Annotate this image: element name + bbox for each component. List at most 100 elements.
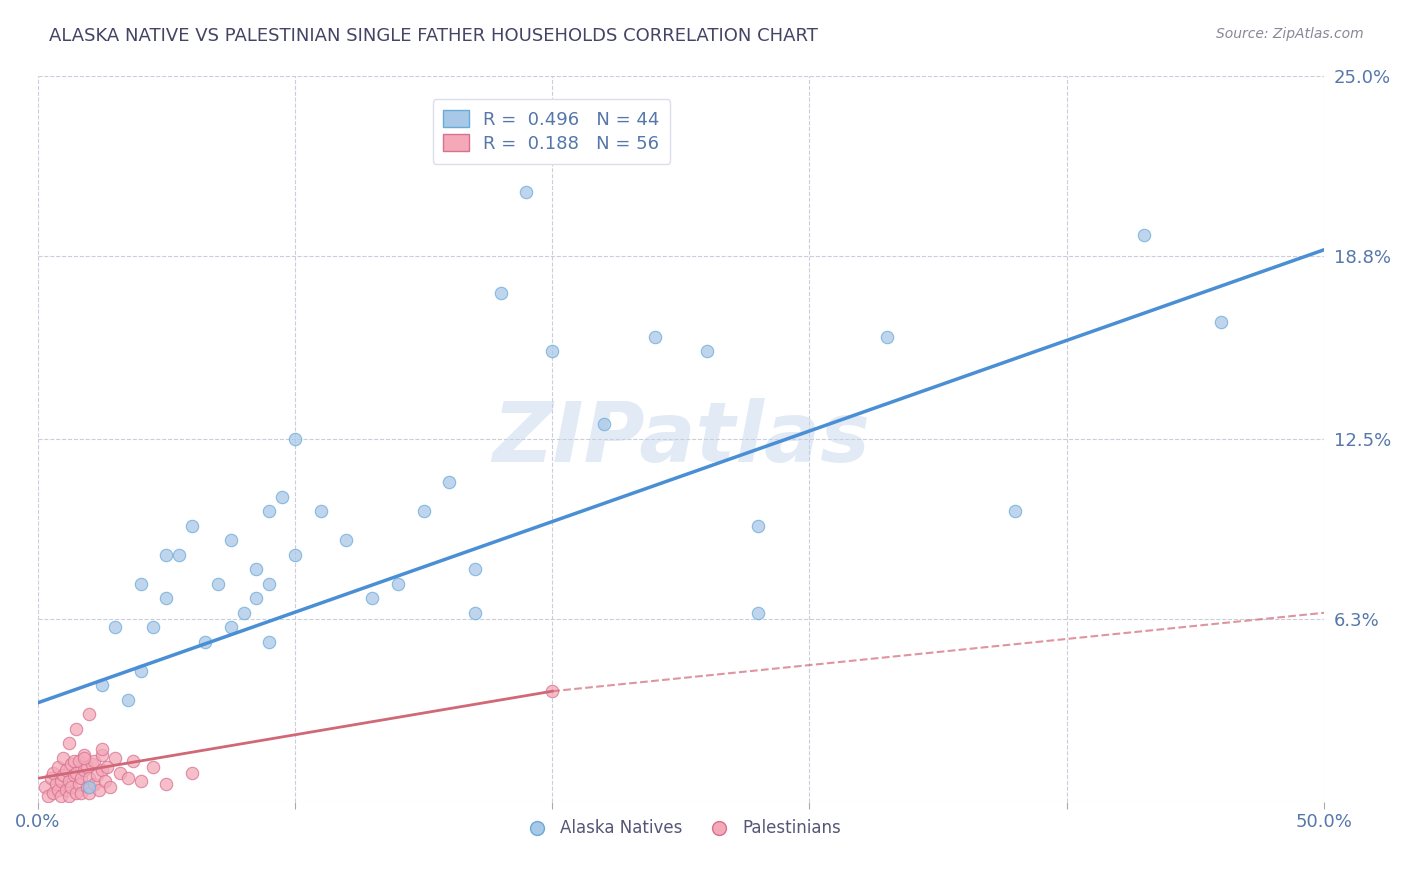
Point — [257, 504, 280, 518]
Point — [91, 678, 114, 692]
Point — [37, 789, 59, 803]
Point — [142, 620, 165, 634]
Point — [412, 504, 434, 518]
Point — [541, 684, 564, 698]
Point — [219, 620, 242, 634]
Point — [696, 344, 718, 359]
Point — [45, 777, 67, 791]
Point — [207, 576, 229, 591]
Point — [73, 763, 96, 777]
Point — [142, 760, 165, 774]
Point — [284, 432, 307, 446]
Point — [62, 754, 84, 768]
Point — [83, 754, 105, 768]
Point — [46, 760, 69, 774]
Point — [58, 789, 80, 803]
Point — [464, 562, 486, 576]
Point — [91, 748, 114, 763]
Point — [271, 490, 294, 504]
Point — [257, 635, 280, 649]
Point — [80, 756, 103, 771]
Point — [122, 754, 145, 768]
Point — [117, 693, 139, 707]
Point — [67, 754, 90, 768]
Point — [58, 737, 80, 751]
Point — [219, 533, 242, 548]
Point — [232, 606, 254, 620]
Point — [76, 780, 98, 794]
Point — [42, 786, 65, 800]
Point — [34, 780, 56, 794]
Point — [155, 777, 177, 791]
Point — [77, 780, 100, 794]
Point — [77, 786, 100, 800]
Point — [58, 774, 80, 789]
Point — [181, 518, 204, 533]
Point — [284, 548, 307, 562]
Point — [83, 777, 105, 791]
Point — [489, 286, 512, 301]
Point — [49, 774, 72, 789]
Point — [42, 765, 65, 780]
Point — [62, 768, 84, 782]
Point — [104, 620, 127, 634]
Point — [91, 742, 114, 756]
Point — [77, 707, 100, 722]
Point — [73, 751, 96, 765]
Point — [439, 475, 461, 489]
Point — [96, 760, 118, 774]
Point — [257, 576, 280, 591]
Point — [89, 783, 111, 797]
Point — [361, 591, 384, 606]
Point — [46, 783, 69, 797]
Text: ALASKA NATIVE VS PALESTINIAN SINGLE FATHER HOUSEHOLDS CORRELATION CHART: ALASKA NATIVE VS PALESTINIAN SINGLE FATH… — [49, 27, 818, 45]
Text: ZIPatlas: ZIPatlas — [492, 398, 870, 479]
Point — [245, 562, 267, 576]
Point — [60, 780, 83, 794]
Point — [70, 786, 93, 800]
Point — [108, 765, 131, 780]
Legend: Alaska Natives, Palestinians: Alaska Natives, Palestinians — [513, 813, 848, 844]
Point — [245, 591, 267, 606]
Point — [49, 789, 72, 803]
Point — [129, 664, 152, 678]
Point — [592, 417, 614, 431]
Point — [515, 185, 537, 199]
Point — [644, 330, 666, 344]
Point — [194, 635, 217, 649]
Point — [1004, 504, 1026, 518]
Point — [464, 606, 486, 620]
Point — [155, 591, 177, 606]
Point — [77, 772, 100, 786]
Point — [67, 777, 90, 791]
Point — [387, 576, 409, 591]
Point — [93, 774, 115, 789]
Point — [129, 774, 152, 789]
Point — [98, 780, 121, 794]
Point — [747, 606, 769, 620]
Point — [181, 765, 204, 780]
Point — [104, 751, 127, 765]
Point — [309, 504, 332, 518]
Point — [876, 330, 898, 344]
Point — [65, 786, 87, 800]
Point — [335, 533, 357, 548]
Point — [129, 576, 152, 591]
Point — [1211, 315, 1233, 329]
Point — [76, 760, 98, 774]
Text: Source: ZipAtlas.com: Source: ZipAtlas.com — [1216, 27, 1364, 41]
Point — [65, 765, 87, 780]
Point — [55, 763, 77, 777]
Point — [39, 772, 62, 786]
Point — [117, 772, 139, 786]
Point — [155, 548, 177, 562]
Point — [86, 768, 108, 782]
Point — [91, 763, 114, 777]
Point — [747, 518, 769, 533]
Point — [60, 756, 83, 771]
Point — [52, 751, 75, 765]
Point — [73, 748, 96, 763]
Point — [65, 722, 87, 736]
Point — [1133, 228, 1156, 243]
Point — [541, 344, 564, 359]
